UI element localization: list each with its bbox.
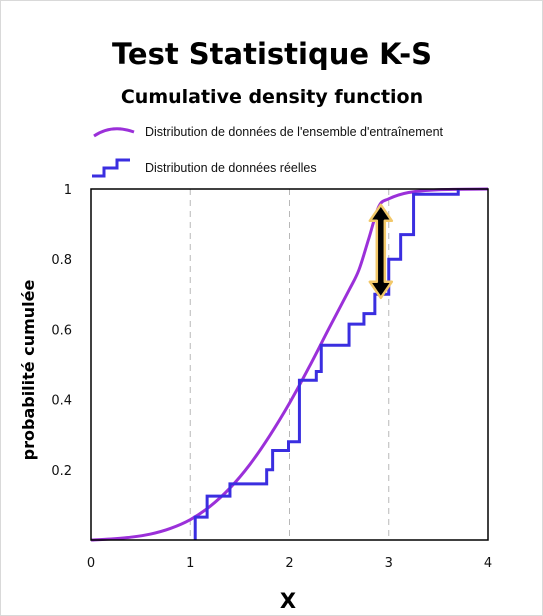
vertical-gridlines [189,189,390,540]
legend-swatch-real [92,158,130,178]
legend-label-training: Distribution de données de l'ensemble d'… [145,125,444,139]
plot-series [90,187,489,542]
ks-statistic-annotation [368,203,394,300]
series-real-ecdf [193,189,460,540]
x-axis-label: X [280,589,296,613]
x-tick-label: 2 [285,556,293,571]
y-tick-label: 0.2 [51,464,72,479]
legend-label-real: Distribution de données réelles [145,161,317,175]
y-tick-label: 1 [64,183,72,198]
x-tick-label: 0 [87,556,95,571]
y-tick-label: 0.4 [51,394,72,409]
chart-title: Test Statistique K-S [112,37,432,71]
y-tick-label: 0.8 [51,253,72,268]
chart-subtitle: Cumulative density function [121,86,423,108]
plot-area-border [90,188,489,541]
legend: Distribution de données de l'ensemble d'… [92,125,444,178]
y-tick-label: 0.6 [51,323,72,338]
y-axis-ticks: 0.2 0.4 0.6 0.8 1 [51,183,72,479]
x-tick-label: 3 [385,556,393,571]
series-training-cdf [90,187,489,542]
x-axis-ticks: 0 1 2 3 4 [87,556,492,571]
y-axis-label: probabilité cumulée [19,280,38,461]
x-tick-label: 4 [484,556,492,571]
ks-double-arrow [368,203,394,300]
x-tick-label: 1 [186,556,194,571]
legend-swatch-training [93,127,135,138]
